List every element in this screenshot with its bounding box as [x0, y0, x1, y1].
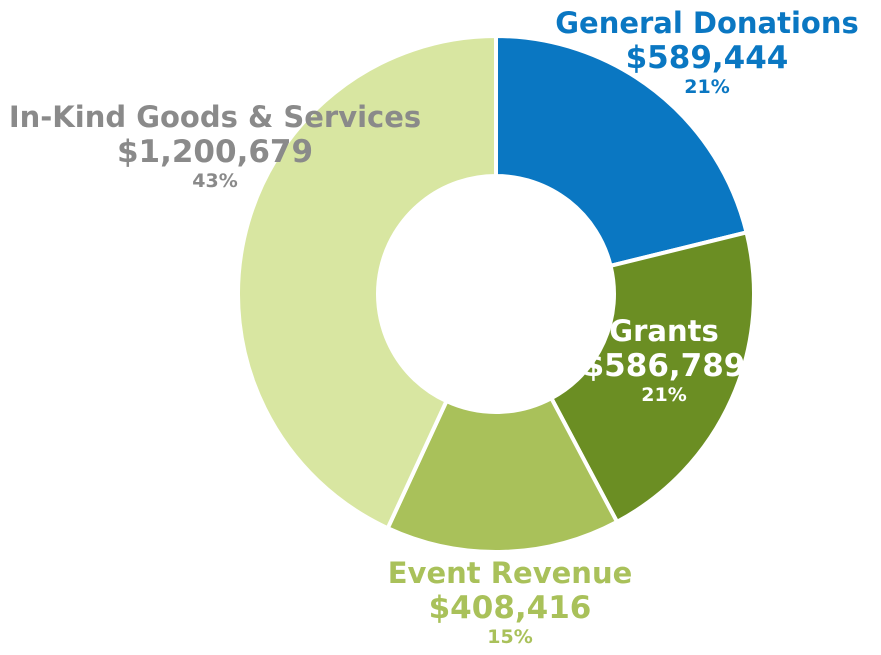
slice-general-donations [494, 33, 749, 269]
label-percent-grants: 21% [641, 384, 686, 406]
label-value-grants: $586,789 [583, 348, 746, 384]
slice-in-kind-goods-services [236, 33, 498, 531]
label-name-grants: Grants [609, 314, 718, 348]
donut-slices [236, 33, 756, 554]
slice-event-revenue [385, 395, 620, 554]
label-name-in-kind-goods-services: In-Kind Goods & Services [9, 100, 421, 134]
label-percent-in-kind-goods-services: 43% [192, 170, 237, 192]
label-value-event-revenue: $408,416 [429, 590, 592, 626]
label-value-in-kind-goods-services: $1,200,679 [117, 134, 313, 170]
label-name-general-donations: General Donations [555, 6, 859, 40]
slice-grants [548, 229, 756, 525]
label-percent-general-donations: 21% [684, 76, 729, 98]
label-percent-event-revenue: 15% [487, 626, 532, 648]
label-value-general-donations: $589,444 [626, 40, 789, 76]
slice-labels: General Donations$589,44421%Grants$586,7… [9, 6, 859, 648]
label-name-event-revenue: Event Revenue [388, 556, 633, 590]
